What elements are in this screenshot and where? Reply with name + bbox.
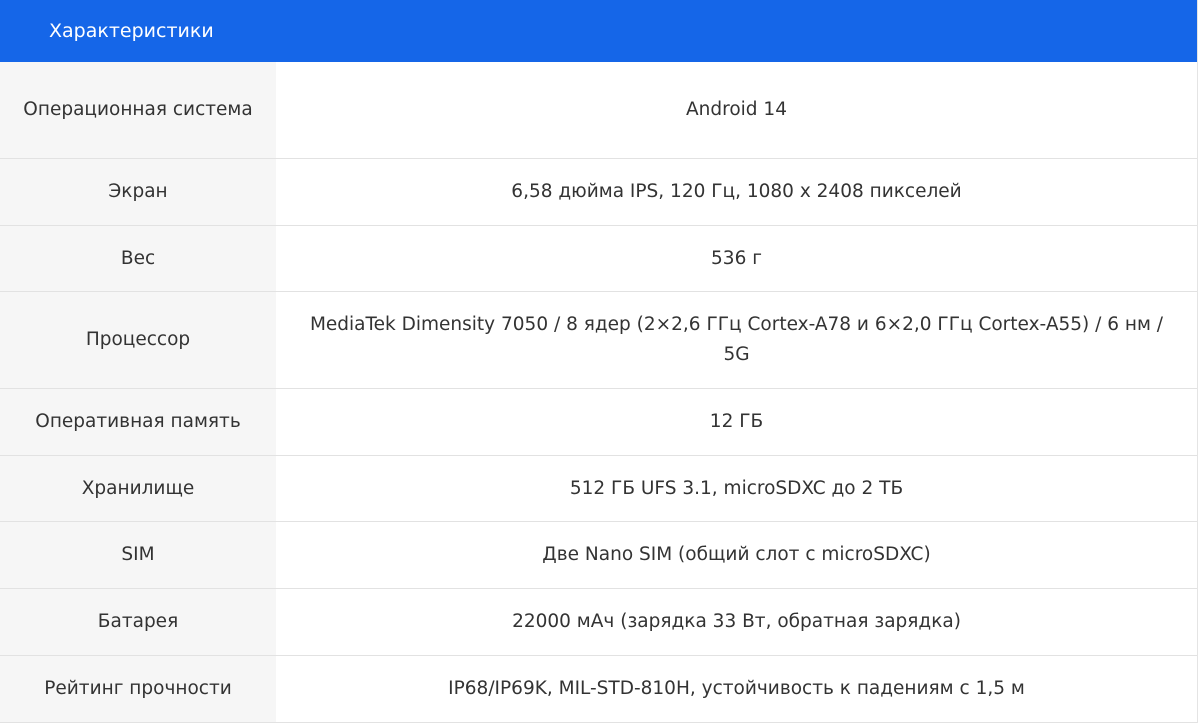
table-header: Характеристики [0,0,1197,62]
spec-label: Экран [0,159,276,225]
spec-label: Вес [0,226,276,291]
spec-value: Android 14 [686,99,787,120]
table-row: Операционная система Android 14 [0,62,1197,159]
spec-value: IP68/IP69K, MIL-STD-810H, устойчивость к… [448,678,1025,699]
spec-value: 12 ГБ [709,411,764,432]
spec-value: Две Nano SIM (общий слот с microSDXC) [542,544,931,565]
spec-value: 6,58 дюйма IPS, 120 Гц, 1080 x 2408 пикс… [511,181,962,202]
table-row: Рейтинг прочности IP68/IP69K, MIL-STD-810… [0,656,1197,723]
table-row: SIM Две Nano SIM (общий слот с microSDXC) [0,522,1197,589]
spec-value: 512 ГБ UFS 3.1, microSDXC до 2 ТБ [569,477,904,499]
spec-label: SIM [0,522,276,588]
spec-label: Операционная система [0,62,276,158]
table-row: Вес 536 г [0,226,1197,292]
table-row: Процессор MediaTek Dimensity 7050 / 8 яде… [0,292,1197,389]
table-title: Характеристики [49,20,214,42]
spec-label: Процессор [0,292,276,388]
spec-label: Хранилище [0,456,276,521]
spec-value: 22000 мАч (зарядка 33 Вт, обратная заряд… [512,611,961,632]
spec-label: Батарея [0,589,276,655]
table-row: Хранилище 512 ГБ UFS 3.1, microSDXC до 2 … [0,456,1197,522]
table-row: Оперативная память 12 ГБ [0,389,1197,456]
spec-label: Оперативная память [0,389,276,455]
table-row: Батарея 22000 мАч (зарядка 33 Вт, обратна… [0,589,1197,656]
spec-value: MediaTek Dimensity 7050 / 8 ядер (2×2,6 … [309,314,1164,365]
table-row: Экран 6,58 дюйма IPS, 120 Гц, 1080 x 2408… [0,159,1197,226]
spec-label: Рейтинг прочности [0,656,276,722]
spec-value: 536 г [711,247,762,269]
